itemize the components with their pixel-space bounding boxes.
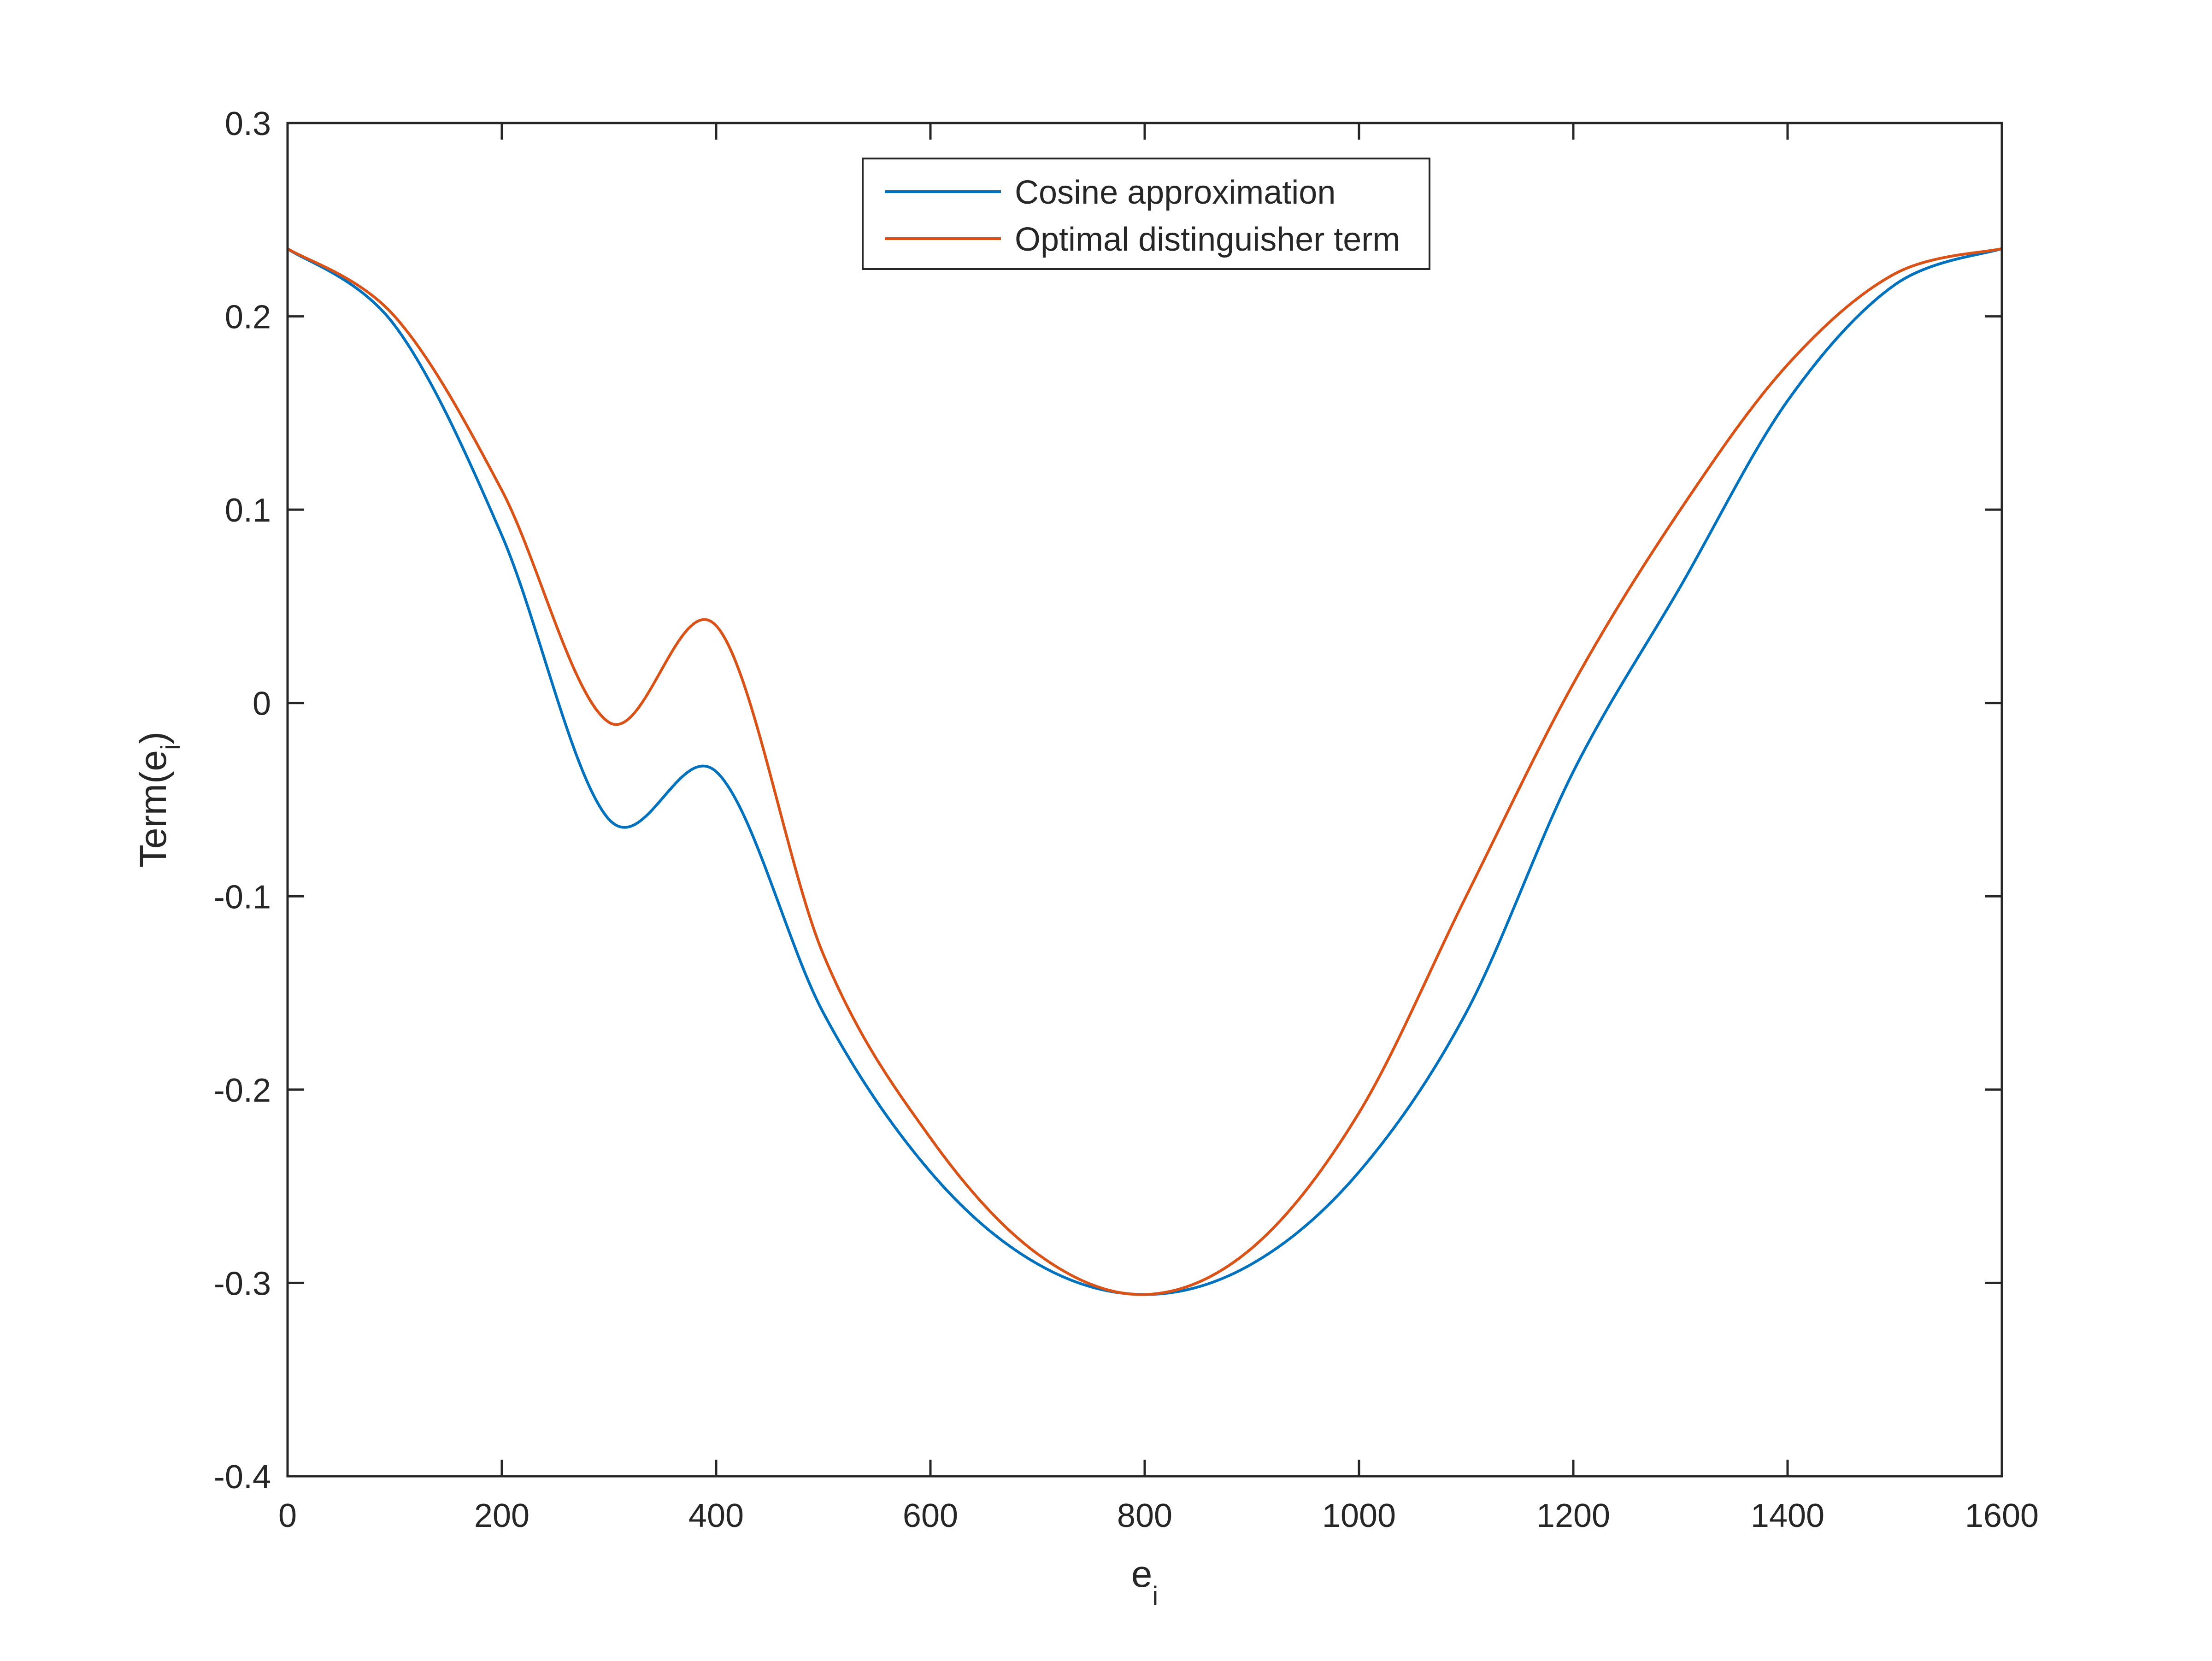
x-tick-label: 1600 xyxy=(1965,1497,2039,1534)
y-tick-label: 0.2 xyxy=(225,299,271,336)
y-axis-label-suffix: ) xyxy=(132,732,174,744)
x-tick-label: 0 xyxy=(278,1497,297,1534)
x-axis-label-main: e xyxy=(1131,1553,1153,1595)
axes-layer: 0 200 400 600 800 1000 1200 1400 1600 -0.4 -0.3 -0.… xyxy=(214,106,2039,1534)
y-tick-label: 0 xyxy=(253,686,271,722)
y-tick-label: 0.3 xyxy=(225,106,271,142)
legend: Cosine approximation Optimal distinguishe… xyxy=(862,158,1430,270)
x-axis-label-subscript: i xyxy=(1152,1581,1158,1611)
x-axis-label: ei xyxy=(1131,1553,1159,1611)
y-tick-label: -0.1 xyxy=(214,879,271,916)
y-axis-label: Term(ei) xyxy=(132,732,186,868)
y-tick-label: -0.3 xyxy=(214,1265,271,1302)
x-tick-label: 800 xyxy=(1117,1497,1172,1534)
x-tick-label: 1000 xyxy=(1322,1497,1396,1534)
y-axis-label-main: Term(e xyxy=(132,750,174,868)
y-tick-label: -0.2 xyxy=(214,1072,271,1109)
x-tick-label: 1200 xyxy=(1536,1497,1610,1534)
x-tick-label: 1400 xyxy=(1751,1497,1824,1534)
y-tick-label: -0.4 xyxy=(214,1459,271,1496)
y-tick-label: 0.1 xyxy=(225,492,271,529)
legend-entry-label: Cosine approximation xyxy=(1015,174,1335,211)
series-line-optimal-distinguisher-term xyxy=(287,247,2002,1296)
x-tick-label: 200 xyxy=(474,1497,529,1534)
legend-box xyxy=(862,158,1430,270)
legend-entry-label: Optimal distinguisher term xyxy=(1015,221,1400,258)
x-tick-label: 400 xyxy=(688,1497,744,1534)
x-tick-label: 600 xyxy=(903,1497,958,1534)
series-layer xyxy=(287,247,2002,1296)
y-axis-label-subscript: i xyxy=(156,744,186,750)
